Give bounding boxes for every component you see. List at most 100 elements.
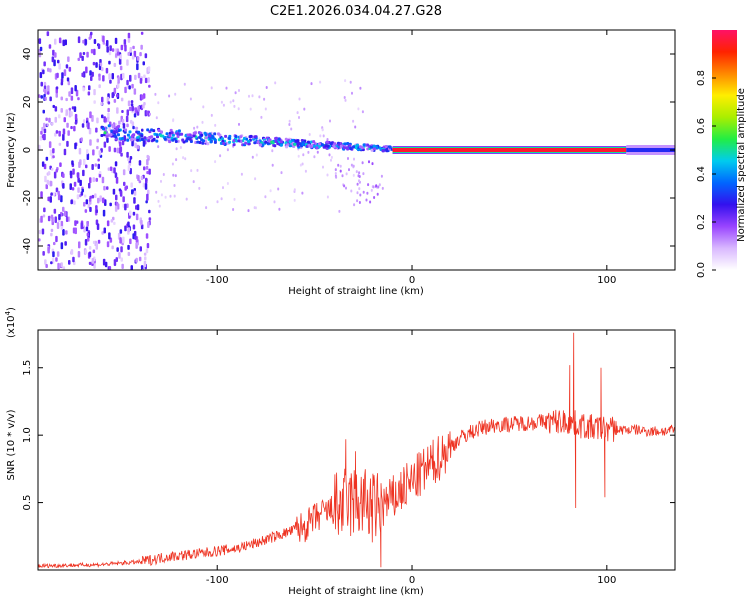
heatmap-cell (214, 160, 217, 164)
heatmap-cell (224, 134, 228, 138)
heatmap-cell (83, 228, 86, 233)
heatmap-cell (120, 246, 123, 253)
heatmap-cell (38, 38, 42, 44)
heatmap-cell (68, 91, 71, 97)
heatmap-cell (124, 225, 127, 232)
heatmap-cell (132, 224, 136, 230)
heatmap-cell (63, 117, 66, 123)
heatmap-cell (43, 88, 46, 93)
heatmap-cell (175, 147, 178, 151)
heatmap-cell (258, 95, 261, 99)
heatmap-cell (65, 64, 69, 69)
heatmap-cell (134, 235, 137, 240)
heatmap-cell (106, 241, 110, 248)
heatmap-cell (193, 126, 196, 130)
heatmap-cell (355, 143, 359, 147)
heatmap-cell (84, 209, 88, 213)
heatmap-cell (124, 86, 127, 94)
heatmap-cell (134, 107, 138, 114)
heatmap-cell (92, 61, 96, 66)
heatmap-cell (328, 153, 331, 157)
heatmap-cell (92, 249, 96, 254)
heatmap-cell (136, 138, 140, 142)
heatmap-cell (54, 116, 57, 123)
heatmap-cell (77, 187, 80, 193)
spectrogram-ylabel: Frequency (Hz) (6, 112, 17, 188)
heatmap-cell (83, 194, 87, 198)
heatmap-cell (116, 247, 119, 252)
heatmap-cell (87, 91, 91, 96)
heatmap-cell (258, 143, 262, 147)
heatmap-cell (176, 132, 180, 136)
heatmap-cell (148, 217, 152, 221)
heatmap-cell (251, 94, 254, 98)
heatmap-cell (313, 155, 316, 159)
heatmap-cell (385, 149, 389, 153)
heatmap-cell (69, 170, 73, 176)
figure-title: C2E1.2026.034.04.27.G28 (270, 4, 442, 19)
heatmap-cell (271, 149, 274, 153)
heatmap-cell (221, 137, 224, 141)
heatmap-cell (217, 138, 221, 142)
heatmap-cell (83, 201, 86, 207)
heatmap-cell (140, 138, 144, 141)
heatmap-cell (42, 109, 45, 114)
heatmap-cell (273, 200, 276, 204)
heatmap-cell (62, 39, 65, 47)
heatmap-cell (106, 46, 109, 53)
heatmap-cell (41, 126, 44, 131)
heatmap-cell (113, 259, 117, 266)
heatmap-cell (146, 193, 149, 201)
heatmap-cell (86, 149, 89, 155)
heatmap-cell (102, 41, 106, 45)
y-tick-label: -20 (22, 190, 33, 206)
heatmap-cell (140, 219, 143, 226)
heatmap-cell (177, 129, 181, 133)
heatmap-cell (189, 97, 192, 101)
heatmap-cell (64, 39, 67, 46)
heatmap-cell (98, 150, 102, 156)
heatmap-cell (173, 137, 177, 141)
heatmap-cell (65, 216, 69, 222)
heatmap-cell (176, 135, 180, 138)
heatmap-cell (114, 205, 118, 212)
heatmap-cell (106, 186, 109, 190)
heatmap-cell (45, 117, 48, 121)
heatmap-cell (52, 251, 55, 258)
heatmap-cell (304, 169, 307, 173)
heatmap-cell (97, 163, 100, 169)
heatmap-cell (54, 216, 57, 223)
heatmap-cell (58, 63, 61, 70)
heatmap-cell (308, 133, 311, 136)
heatmap-cell (44, 259, 47, 265)
spectrogram-heatmap (38, 31, 675, 270)
heatmap-cell (71, 106, 75, 110)
heatmap-cell (200, 133, 204, 137)
heatmap-cell (242, 137, 246, 140)
heatmap-cell (101, 176, 105, 184)
heatmap-cell (40, 215, 43, 223)
spectrogram-xlabel: Height of straight line (km) (288, 286, 424, 297)
heatmap-cell (303, 107, 306, 111)
heatmap-cell (147, 221, 150, 228)
heatmap-cell (205, 206, 208, 210)
heatmap-cell (120, 44, 124, 51)
heatmap-cell (222, 186, 224, 190)
heatmap-cell (122, 123, 126, 129)
heatmap-cell (180, 132, 184, 136)
heatmap-cell (75, 89, 79, 97)
heatmap-cell (84, 39, 88, 45)
heatmap-cell (101, 114, 104, 119)
heatmap-cell (119, 54, 122, 60)
heatmap-cell (143, 252, 147, 256)
heatmap-cell (147, 77, 150, 83)
heatmap-cell (38, 94, 41, 98)
heatmap-cell (162, 173, 165, 176)
heatmap-cell (263, 97, 266, 101)
heatmap-cell (105, 67, 109, 74)
x-tick-label: -100 (206, 575, 229, 586)
heatmap-cell (135, 126, 139, 130)
heatmap-cell (66, 77, 70, 82)
heatmap-cell (97, 43, 101, 49)
heatmap-cell (146, 128, 150, 132)
